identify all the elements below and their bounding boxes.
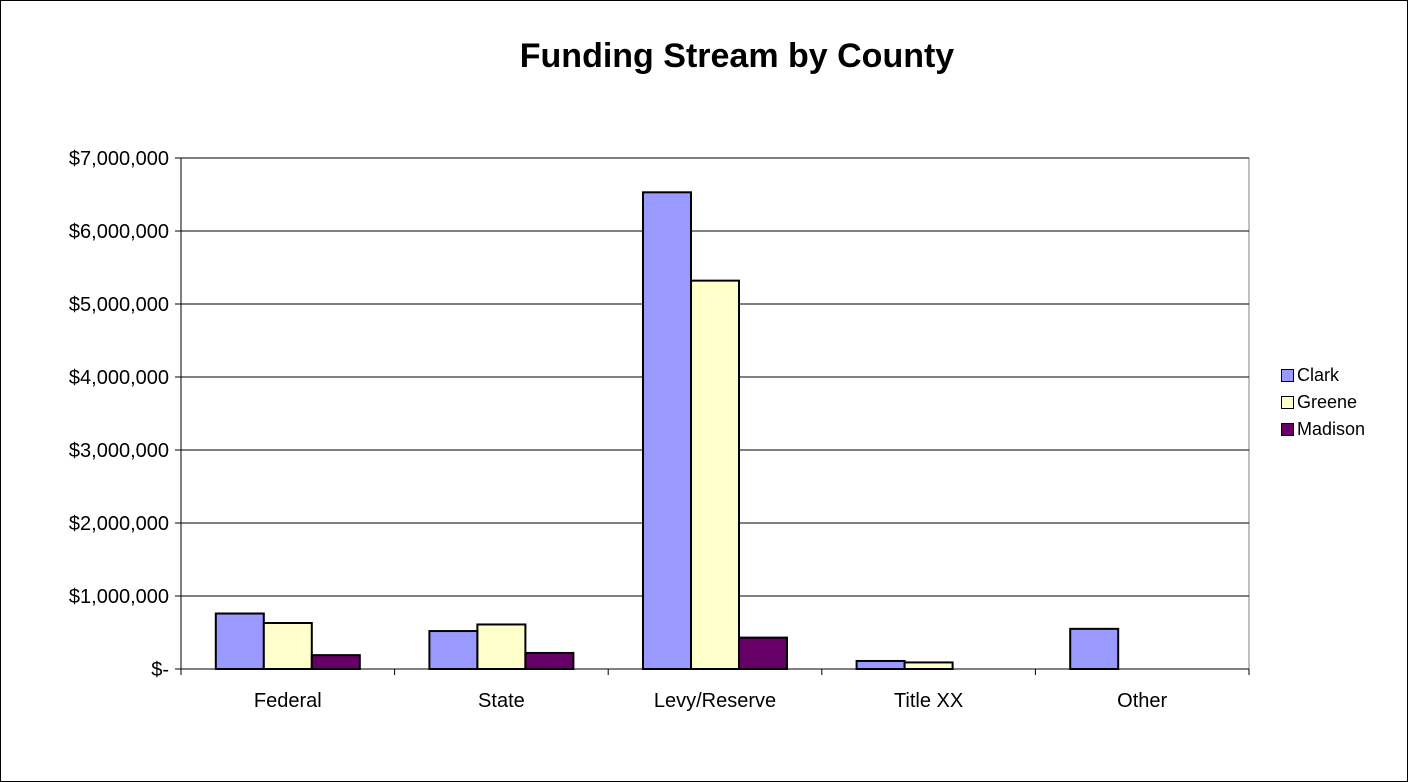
y-tick-label: $6,000,000	[69, 221, 169, 243]
y-tick-label: $4,000,000	[69, 367, 169, 389]
x-tick-label: Other	[1117, 690, 1167, 712]
legend-swatch-madison	[1281, 422, 1294, 436]
legend-swatch-greene	[1281, 395, 1294, 409]
y-tick-label: $1,000,000	[69, 586, 169, 608]
bar-madison-state	[524, 651, 575, 671]
y-tick-label: $2,000,000	[69, 513, 169, 535]
y-tick-label: $3,000,000	[69, 440, 169, 462]
bar-clark-federal	[214, 612, 265, 671]
bar-clark-levy-reserve	[642, 191, 692, 670]
legend-label-clark: Clark	[1297, 365, 1340, 385]
x-tick-label: State	[478, 690, 525, 712]
bar-clark-title-xx	[855, 659, 906, 670]
x-tick-label: Levy/Reserve	[654, 690, 776, 712]
bar-greene-title-xx	[903, 661, 954, 670]
legend-swatch-clark	[1281, 368, 1294, 382]
bar-greene-federal	[262, 622, 313, 671]
legend-label-greene: Greene	[1297, 392, 1358, 412]
chart-title: Funding Stream by County	[519, 37, 955, 75]
bar-madison-federal	[310, 654, 361, 671]
y-tick-label: $5,000,000	[69, 294, 169, 316]
bar-greene-levy-reserve	[690, 279, 740, 670]
legend-label-madison: Madison	[1297, 419, 1366, 439]
legend-item-clark: Clark	[1281, 363, 1401, 390]
x-tick-label: Federal	[254, 690, 322, 712]
bar-clark-other	[1069, 627, 1120, 670]
y-axis-ticks: $- $1,000,000 $2,000,000 $3,000,000 $4,000,0…	[69, 148, 181, 681]
y-tick-label: $7,000,000	[69, 148, 169, 170]
bar-greene-state	[476, 623, 527, 670]
legend: Clark Greene Madison	[1281, 363, 1401, 444]
bar-clark-state	[428, 630, 479, 670]
legend-item-greene: Greene	[1281, 390, 1401, 417]
y-tick-label: $-	[151, 659, 169, 681]
legend-item-madison: Madison	[1281, 417, 1401, 444]
bar-madison-levy-reserve	[738, 636, 788, 670]
x-tick-label: Title XX	[894, 690, 963, 712]
x-axis-ticks: Federal State Levy/Reserve Title XX Other	[180, 669, 1250, 712]
